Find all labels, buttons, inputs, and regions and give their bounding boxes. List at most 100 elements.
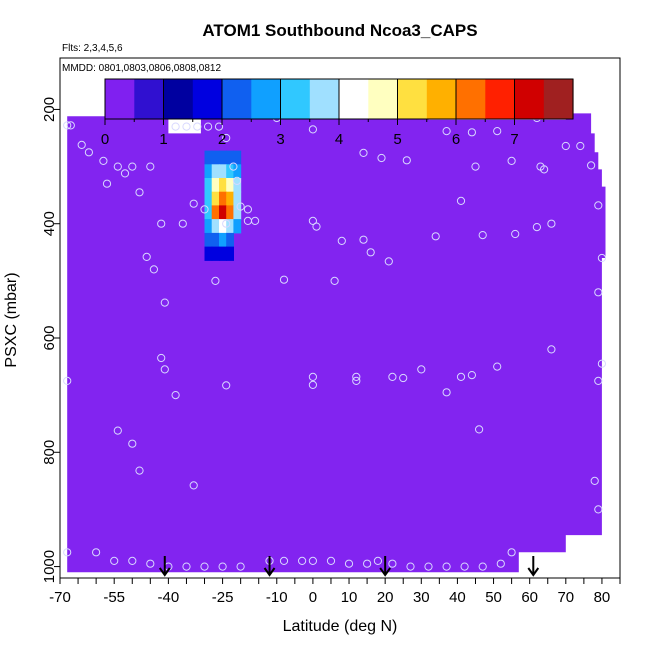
sample-point [359, 148, 368, 157]
sample-point [384, 257, 393, 266]
sample-point [330, 276, 339, 285]
colorbar-segment [456, 79, 486, 119]
heatmap-cell [233, 205, 242, 220]
heatmap-cell [204, 232, 213, 248]
colorbar-tick-label: 1 [159, 131, 167, 148]
x-tick-label: 10 [341, 589, 358, 606]
sample-point [63, 121, 72, 130]
sample-point [442, 562, 451, 571]
sample-point [279, 556, 289, 566]
sample-point [359, 235, 368, 244]
heatmap-cell [211, 150, 220, 165]
sample-point [157, 219, 166, 228]
heatmap-cell [211, 164, 220, 179]
heatmap-cell [219, 164, 227, 179]
sample-point [493, 127, 502, 136]
colorbar-segment [192, 79, 223, 119]
sample-point [243, 216, 252, 225]
y-axis-label: PSXC (mbar) [3, 272, 20, 367]
x-tick-label: 60 [521, 589, 538, 606]
sample-point [157, 353, 166, 363]
colorbar-segment [309, 79, 340, 119]
heatmap-cell [204, 150, 213, 165]
sample-point [66, 121, 75, 130]
sample-point [326, 556, 336, 566]
sample-point [590, 476, 599, 485]
sample-point [110, 556, 119, 566]
sample-point [200, 562, 209, 571]
sample-point [160, 298, 169, 307]
heatmap-cell [204, 178, 213, 193]
sample-point [102, 179, 112, 188]
heatmap-cell [233, 219, 242, 234]
sample-point [561, 141, 570, 151]
x-tick-label: 40 [449, 589, 466, 606]
heatmap-cell [219, 150, 227, 165]
sample-point [178, 219, 187, 228]
heatmap-cell [211, 191, 220, 206]
heatmap-cell [226, 164, 234, 179]
sample-point [92, 548, 101, 557]
y-tick-label: 200 [41, 97, 58, 122]
sample-point [507, 156, 516, 165]
heatmap-cell [219, 205, 227, 220]
sample-point [193, 122, 202, 131]
sample-point [471, 162, 480, 171]
chart-title: ATOM1 Southbound Ncoa3_CAPS [202, 21, 477, 40]
heatmap-cell [211, 205, 220, 220]
sample-point [128, 162, 137, 171]
sample-point [308, 556, 317, 566]
sample-point [511, 229, 520, 239]
x-tick-label: -55 [103, 589, 125, 606]
sample-point [171, 122, 180, 131]
sample-point [182, 562, 191, 571]
heatmap-cell [211, 178, 220, 193]
sample-point [135, 466, 144, 475]
x-tick-label: -70 [49, 589, 71, 606]
sample-point [442, 127, 451, 136]
sample-point [222, 381, 231, 390]
sample-point [146, 559, 155, 568]
sample-point [467, 128, 476, 137]
sample-point [388, 559, 397, 568]
arrow-head [527, 567, 540, 577]
sample-point [84, 148, 94, 157]
heatmap-cell [226, 178, 234, 193]
colorbar: 0 1 2 3 4 5 6 7 [101, 78, 574, 148]
heatmap-cell [233, 191, 242, 206]
sample-point [431, 232, 440, 241]
sample-point [478, 562, 487, 571]
sample-point [232, 176, 242, 185]
arrow-head [379, 567, 391, 577]
flight-arrow [263, 556, 276, 577]
sample-point [402, 156, 411, 165]
colorbar-segment [134, 79, 165, 119]
sample-point [547, 219, 556, 228]
sample-point [312, 222, 321, 231]
flight-arrow [158, 556, 171, 577]
sample-point [128, 439, 137, 448]
colorbar-segment [222, 79, 252, 119]
sample-point [146, 162, 155, 171]
x-tick-label: 70 [557, 589, 574, 606]
sample-point [594, 288, 603, 297]
sample-point [200, 205, 209, 214]
colorbar-tick-label: 7 [510, 131, 518, 148]
y-tick-label: 600 [41, 325, 58, 350]
sample-point [507, 548, 516, 557]
heatmap-cell [226, 246, 234, 261]
flight-arrow [379, 556, 391, 577]
sample-point [149, 265, 158, 274]
sample-point [540, 165, 549, 174]
heatmap-cell [219, 219, 227, 234]
sample-point [352, 376, 361, 385]
sample-point [456, 372, 466, 381]
sample-point [493, 362, 502, 371]
sample-point [236, 562, 245, 571]
x-tick-label: -25 [212, 589, 234, 606]
sample-point [467, 371, 476, 380]
arrow-head [263, 567, 276, 577]
sample-point [189, 481, 198, 490]
sample-point [63, 548, 72, 557]
